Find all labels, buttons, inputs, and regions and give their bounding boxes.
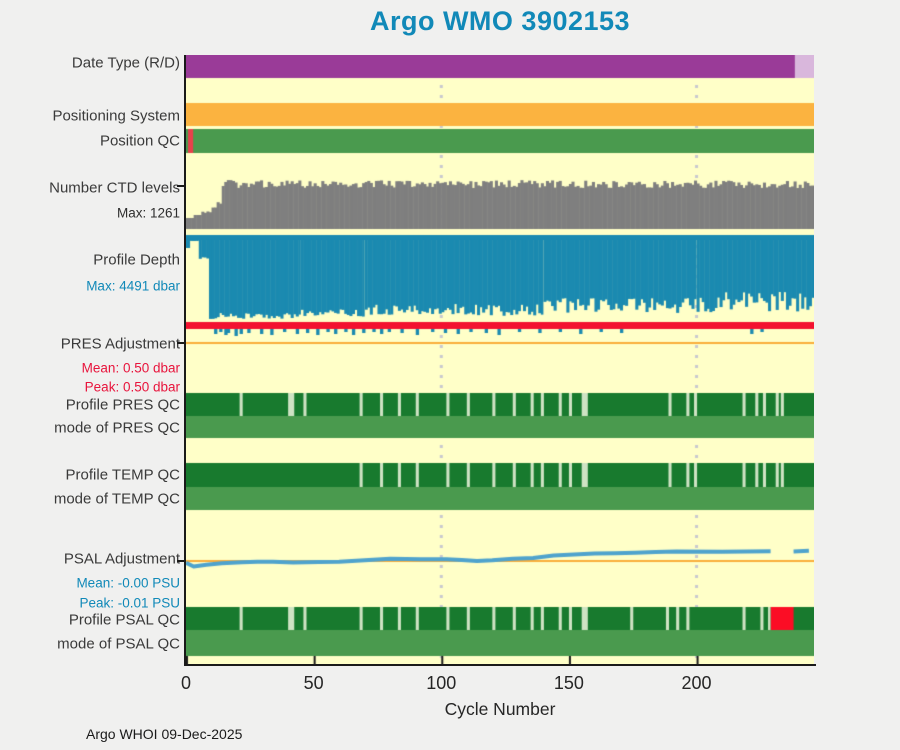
row-label: Profile Depth bbox=[93, 251, 180, 269]
axis-tick bbox=[177, 185, 184, 187]
page-title: Argo WMO 3902153 bbox=[369, 6, 631, 36]
row-label: Number CTD levels bbox=[49, 179, 180, 197]
row-label: PSAL Adjustment bbox=[63, 550, 180, 568]
row-label: mode of TEMP QC bbox=[53, 490, 180, 508]
row-label: Peak: 0.50 dbar bbox=[84, 379, 180, 395]
argo-panels-canvas bbox=[186, 55, 814, 664]
credit-text: Argo WHOI 09-Dec-2025 bbox=[86, 726, 243, 742]
row-label: Date Type (R/D) bbox=[71, 54, 180, 72]
row-label: Mean: -0.00 PSU bbox=[76, 575, 180, 591]
row-label: mode of PRES QC bbox=[54, 419, 180, 437]
row-label: Mean: 0.50 dbar bbox=[81, 360, 180, 376]
row-label: Profile PRES QC bbox=[65, 396, 180, 414]
row-label: Positioning System bbox=[52, 107, 180, 125]
x-tick-label: 150 bbox=[553, 673, 584, 693]
x-tick-label: 200 bbox=[681, 673, 712, 693]
row-label: Profile PSAL QC bbox=[68, 611, 180, 629]
row-label: PRES Adjustment bbox=[60, 335, 180, 353]
row-label: mode of PSAL QC bbox=[57, 635, 180, 653]
x-tick-label: 50 bbox=[303, 673, 324, 693]
x-tick-label: 0 bbox=[180, 673, 192, 693]
row-label: Max: 1261 bbox=[116, 205, 180, 221]
row-label: Max: 4491 dbar bbox=[86, 278, 180, 294]
row-label: Peak: -0.01 PSU bbox=[79, 595, 180, 611]
x-axis-label: Cycle Number bbox=[444, 699, 556, 719]
axis-tick bbox=[177, 342, 184, 344]
plot-area bbox=[184, 55, 816, 666]
row-label: Profile TEMP QC bbox=[65, 466, 180, 484]
row-label: Position QC bbox=[99, 132, 180, 150]
axis-tick bbox=[177, 560, 184, 562]
x-tick-label: 100 bbox=[426, 673, 457, 693]
